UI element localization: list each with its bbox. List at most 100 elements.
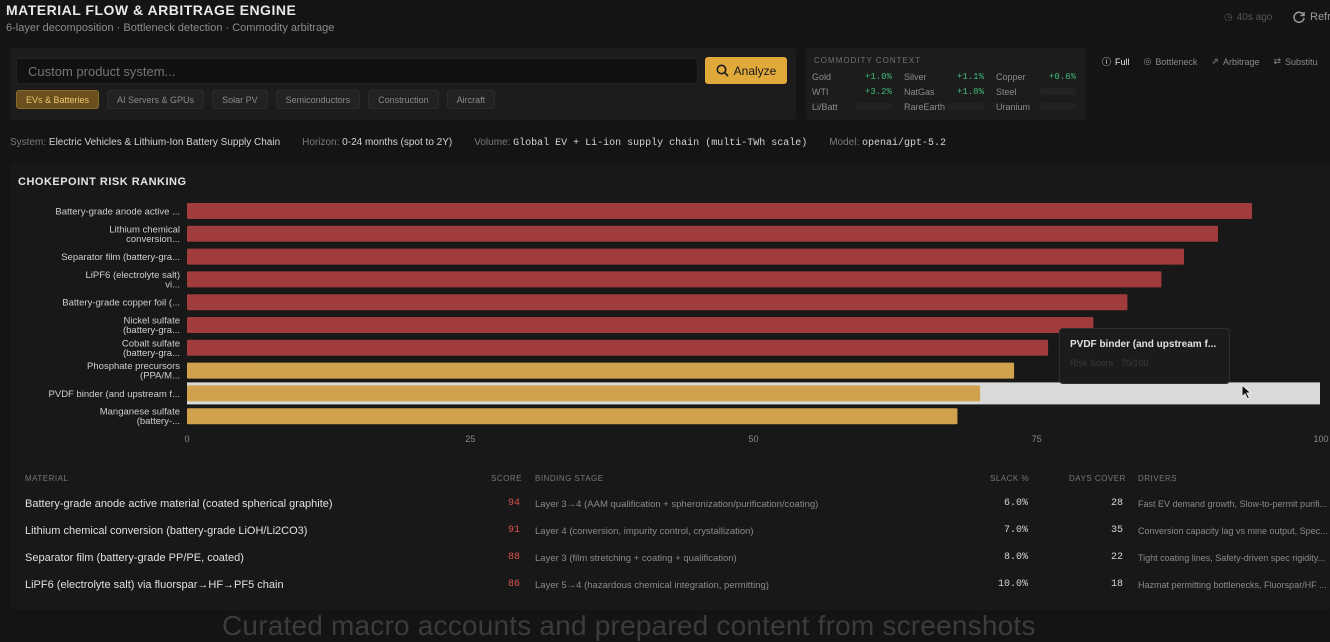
meta-horizon-value: 0-24 months (spot to 2Y)	[342, 137, 453, 148]
commodity-item: RareEarth	[904, 101, 996, 112]
bar-label-line: (battery-...	[137, 416, 180, 427]
bar[interactable]	[187, 339, 1049, 356]
bar-label: Phosphate precursors (PPA/M...	[87, 361, 180, 382]
bar-label: PVDF binder (and upstream f...	[49, 389, 180, 400]
bar-label-line: Phosphate precursors	[87, 361, 180, 372]
commodity-context-title: COMMODITY CONTEXT	[814, 56, 922, 65]
cell-score: 88	[507, 552, 520, 563]
view-arbitrage[interactable]: ⇗ Arbitrage	[1211, 55, 1259, 68]
commodity-name: Steel	[996, 86, 1017, 97]
preset-construction[interactable]: Construction	[368, 90, 439, 109]
meta-system: System: Electric Vehicles & Lithium-Ion …	[10, 137, 280, 149]
preset-solar-pv[interactable]: Solar PV	[212, 90, 268, 109]
table-row[interactable]: Separator film (battery-grade PP/PE, coa…	[0, 544, 1330, 571]
table-row[interactable]: LiPF6 (electrolyte salt) via fluorspar→H…	[0, 571, 1330, 598]
commodity-change: +1.0%	[864, 71, 892, 82]
bar-label: Nickel sulfate (battery-gra...	[123, 316, 180, 337]
col-slack: SLACK %	[990, 474, 1030, 483]
refresh-button[interactable]: Refr	[1292, 10, 1330, 24]
cell-score: 91	[507, 525, 520, 536]
bar[interactable]	[187, 294, 1128, 311]
bar[interactable]	[187, 362, 1015, 379]
cell-days-cover: 18	[1110, 579, 1123, 590]
commodity-change: +3.2%	[864, 86, 892, 97]
col-days-cover: DAYS COVER	[1069, 474, 1126, 483]
bar-label-line: Manganese sulfate	[100, 407, 180, 418]
view-toggle: ⓘ Full ◎ Bottleneck ⇗ Arbitrage ⇄ Substitu	[1102, 55, 1318, 68]
commodity-change: +1.1%	[956, 71, 984, 82]
commodity-name: NatGas	[904, 86, 935, 97]
meta-model: Model: openai/gpt-5.2	[829, 137, 946, 149]
x-tick-label: 50	[748, 434, 758, 444]
bar-label: Separator film (battery-gra...	[61, 252, 180, 263]
commodity-item: Uranium	[996, 101, 1088, 112]
preset-chips: EVs & Batteries AI Servers & GPUs Solar …	[16, 90, 496, 109]
commodity-item: Steel	[996, 86, 1088, 97]
view-substitution[interactable]: ⇄ Substitu	[1274, 55, 1318, 68]
bar[interactable]	[187, 385, 981, 402]
bar-label-line: LiPF6 (electrolyte salt)	[85, 270, 180, 281]
bar-label-line: Nickel sulfate	[124, 316, 181, 327]
commodity-name: Gold	[812, 71, 832, 82]
cell-slack: 7.0%	[1003, 525, 1028, 536]
page-subtitle: 6-layer decomposition · Bottleneck detec…	[6, 22, 335, 34]
view-arbitrage-label: Arbitrage	[1222, 56, 1260, 67]
meta-system-value: Electric Vehicles & Lithium-Ion Battery …	[48, 137, 281, 148]
meta-volume-label: Volume:	[474, 137, 511, 148]
last-updated: ◷ 40s ago	[1224, 12, 1272, 23]
bar[interactable]	[187, 317, 1094, 333]
meta-horizon: Horizon: 0-24 months (spot to 2Y)	[302, 137, 452, 149]
commodity-change: +1.8%	[956, 86, 984, 97]
mouse-cursor-icon	[1241, 384, 1253, 400]
cell-binding-stage: Layer 3 (film stretching + coating + qua…	[535, 553, 737, 564]
system-meta: System: Electric Vehicles & Lithium-Ion …	[10, 137, 946, 149]
bar[interactable]	[187, 225, 1219, 242]
col-drivers: DRIVERS	[1138, 474, 1178, 483]
cell-days-cover: 28	[1110, 498, 1123, 509]
commodity-item: Silver +1.1%	[904, 71, 996, 82]
info-icon: ⓘ	[1102, 57, 1112, 67]
page-title: MATERIAL FLOW & ARBITRAGE ENGINE	[6, 2, 297, 18]
commodity-name: RareEarth	[904, 101, 946, 112]
x-tick-label: 100	[1313, 434, 1328, 444]
commodity-placeholder-bar	[1040, 103, 1076, 110]
cell-days-cover: 35	[1110, 525, 1123, 536]
cell-days-cover: 22	[1110, 552, 1123, 563]
cell-binding-stage: Layer 5→4 (hazardous chemical integratio…	[535, 580, 769, 591]
cell-score: 86	[507, 579, 520, 590]
analyze-label: Analyze	[733, 63, 777, 78]
cell-binding-stage: Layer 4 (conversion, impurity control, c…	[535, 526, 754, 537]
commodity-item: Li/Batt	[812, 101, 904, 112]
cell-material: LiPF6 (electrolyte salt) via fluorspar→H…	[25, 579, 284, 591]
cell-material: Lithium chemical conversion (battery-gra…	[25, 525, 308, 537]
bar-label-line: Separator film (battery-gra...	[61, 252, 180, 263]
x-tick-label: 75	[1032, 434, 1042, 444]
bar-label: Battery-grade anode active ...	[55, 207, 180, 218]
bar-label-line: conversion...	[126, 234, 180, 245]
preset-aircraft[interactable]: Aircraft	[446, 90, 496, 109]
bar-label: Lithium chemical conversion...	[109, 224, 180, 245]
tooltip-title: PVDF binder (and upstream f...	[1070, 339, 1217, 350]
cell-score: 94	[507, 498, 520, 509]
table-row[interactable]: Battery-grade anode active material (coa…	[0, 490, 1330, 517]
view-full[interactable]: ⓘ Full	[1102, 55, 1130, 68]
col-score: SCORE	[491, 474, 522, 483]
bar[interactable]	[187, 203, 1253, 219]
preset-evs-batteries[interactable]: EVs & Batteries	[16, 90, 100, 109]
analyze-button[interactable]: Analyze	[705, 57, 787, 84]
commodity-item: Copper +0.6%	[996, 71, 1088, 82]
bar[interactable]	[187, 408, 958, 425]
commodity-name: Silver	[904, 71, 927, 82]
preset-semiconductors[interactable]: Semiconductors	[275, 90, 361, 109]
bar-label-line: (battery-gra...	[123, 348, 180, 359]
preset-ai-servers[interactable]: AI Servers & GPUs	[107, 90, 205, 109]
view-bottleneck[interactable]: ◎ Bottleneck	[1144, 55, 1198, 68]
x-tick-label: 25	[465, 434, 475, 444]
bar[interactable]	[187, 248, 1185, 265]
cell-drivers: Hazmat permitting bottlenecks, Fluorspar…	[1138, 580, 1327, 590]
table-row[interactable]: Lithium chemical conversion (battery-gra…	[0, 517, 1330, 544]
commodity-name: Uranium	[996, 101, 1031, 112]
product-search-input[interactable]	[16, 58, 698, 84]
bar[interactable]	[187, 271, 1162, 288]
cell-binding-stage: Layer 3→4 (AAM qualification + spheroniz…	[535, 499, 819, 510]
